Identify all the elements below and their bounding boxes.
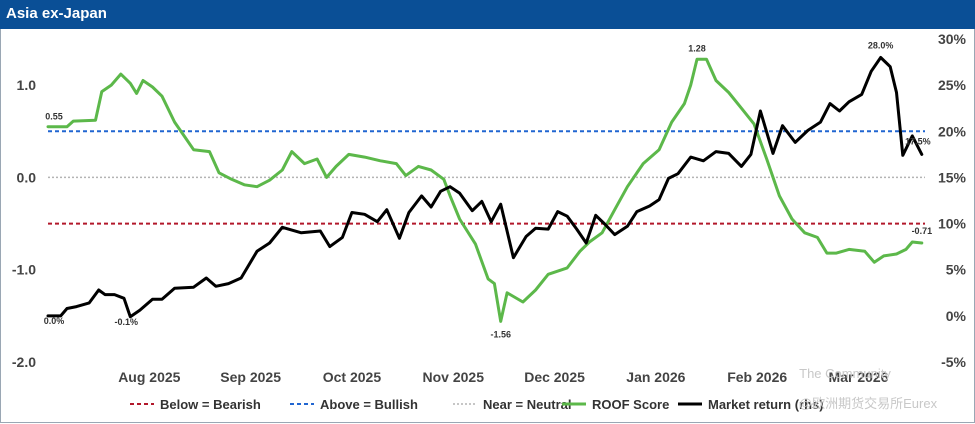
- data-label: 17.5%: [905, 136, 931, 146]
- market-return-line: [46, 56, 924, 319]
- y-left-tick-label: -1.0: [12, 262, 36, 278]
- data-label: 0.55: [45, 112, 63, 122]
- watermark-community: The Community: [799, 366, 891, 381]
- legend-label: Near = Neutral: [483, 397, 572, 412]
- legend-label: Above = Bullish: [320, 397, 418, 412]
- x-tick-label: Jan 2026: [626, 369, 685, 385]
- x-tick-label: Nov 2025: [423, 369, 485, 385]
- y-right-tick-label: 20%: [938, 123, 967, 139]
- y-left-tick-label: -2.0: [12, 354, 36, 370]
- legend-label: Below = Bearish: [160, 397, 261, 412]
- x-tick-label: Mar 2026: [829, 369, 889, 385]
- legend-label: Market return (rhs): [708, 397, 824, 412]
- roof-score-line: [46, 57, 924, 323]
- y-right-tick-label: 0%: [946, 308, 967, 324]
- data-label: -0.71: [912, 226, 933, 236]
- y-right-tick-label: 5%: [946, 262, 967, 278]
- chart-header: Asia ex-Japan: [0, 0, 975, 29]
- x-tick-label: Dec 2025: [524, 369, 585, 385]
- data-label: 28.0%: [868, 40, 894, 50]
- y-left-tick-label: 1.0: [17, 77, 37, 93]
- data-label: 0.0%: [44, 316, 65, 326]
- y-right-tick-label: 15%: [938, 169, 967, 185]
- data-label: 1.28: [688, 43, 706, 53]
- legend: Below = Bearish Above = Bullish Near = Neu…: [130, 397, 824, 412]
- y-right-tick-label: 25%: [938, 77, 967, 93]
- x-tick-label: Feb 2026: [727, 369, 787, 385]
- watermark-source: @欧洲期货交易所Eurex: [799, 396, 938, 411]
- x-tick-label: Sep 2025: [220, 369, 281, 385]
- legend-label: ROOF Score: [592, 397, 669, 412]
- threshold-lines: [48, 130, 925, 225]
- y-right-tick-label: 30%: [938, 31, 967, 47]
- data-label: -1.56: [490, 329, 511, 339]
- y-left-tick-label: 0.0: [17, 169, 37, 185]
- x-tick-label: Aug 2025: [118, 369, 180, 385]
- data-labels: 0.55 1.28 -1.56 -0.71 0.0% -0.1% 28.0% 17.5%: [44, 40, 932, 339]
- y-right-tick-label: -5%: [941, 354, 966, 370]
- y-right-tick-label: 10%: [938, 216, 967, 232]
- right-axis-ticks: 30% 25% 20% 15% 10% 5% 0% -5%: [938, 31, 967, 370]
- x-axis-ticks: Aug 2025 Sep 2025 Oct 2025 Nov 2025 Dec 2025…: [118, 369, 888, 385]
- series-lines: [46, 56, 924, 323]
- x-tick-label: Oct 2025: [323, 369, 382, 385]
- left-axis-ticks: 1.0 0.0 -1.0 -2.0: [12, 77, 36, 370]
- data-label: -0.1%: [115, 317, 139, 327]
- chart-title: Asia ex-Japan: [6, 5, 107, 22]
- watermark: The Community @欧洲期货交易所Eurex: [799, 366, 938, 411]
